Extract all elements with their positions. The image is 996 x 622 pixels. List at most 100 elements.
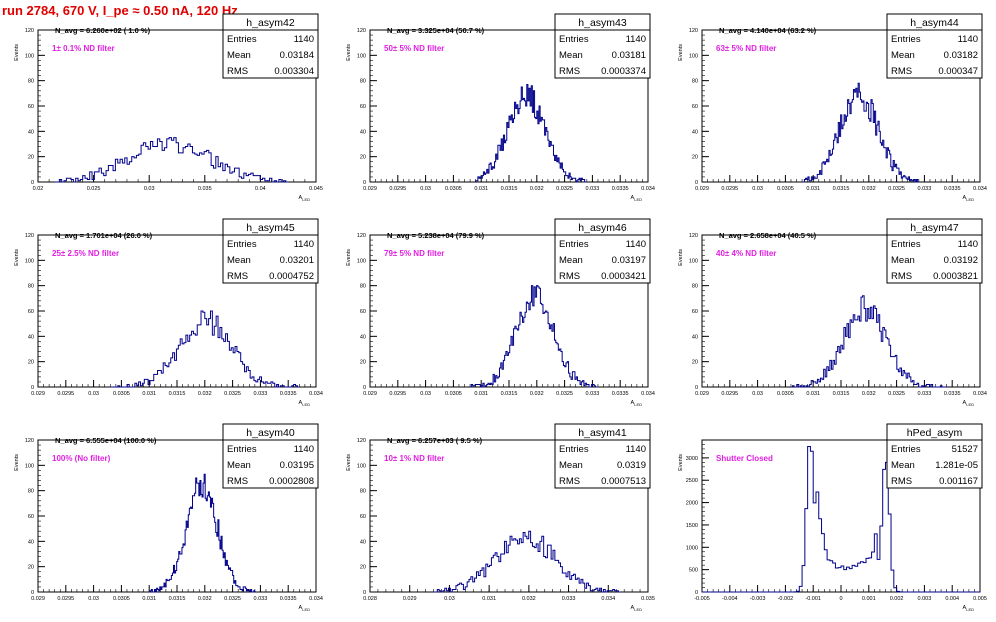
navg-label: N_avg = 6.260e+02 ( 1.0 %): [55, 26, 151, 35]
filter-label: 10± 1% ND filter: [384, 454, 444, 463]
histogram-panel: 0 20 40 60 80 100 120 0.029 0.0295 0.03 0.0305 0.03…: [678, 218, 987, 407]
filter-label: 1± 0.1% ND filter: [52, 44, 115, 53]
stat-label-rms: RMS: [227, 66, 248, 77]
x-axis-title: ALED: [631, 400, 643, 407]
x-tick-label: 0.029: [31, 391, 45, 397]
x-tick-label: 0.004: [945, 596, 959, 602]
x-tick-label: 0.032: [530, 186, 544, 192]
x-tick-label: 0.029: [363, 186, 377, 192]
stats-box: [886, 423, 983, 489]
navg-label: N_avg = 1.701e+04 (26.0 %): [55, 231, 153, 240]
y-axis-title: Events: [678, 249, 684, 266]
y-tick-label: 120: [25, 28, 34, 34]
y-tick-label: 0: [363, 590, 366, 596]
x-tick-label: 0.034: [641, 391, 655, 397]
x-tick-label: 0.04: [255, 186, 266, 192]
y-axis-title: Events: [14, 454, 20, 471]
histogram-panel: 0 20 40 60 80 100 120 0.02 0.025 0.03 0.035 0.04 0.0…: [14, 13, 323, 202]
y-tick-label: 20: [360, 360, 366, 366]
y-tick-label: 40: [28, 129, 34, 135]
x-tick-label: 0.031: [142, 391, 156, 397]
stat-value-entries: 1140: [958, 34, 978, 45]
x-tick-label: -0.001: [805, 596, 821, 602]
stat-label-entries: Entries: [559, 34, 589, 45]
x-tick-label: 0.032: [522, 596, 536, 602]
y-tick-label: 120: [25, 438, 34, 444]
stat-value-rms: 0.0007513: [601, 476, 646, 487]
y-tick-label: 20: [360, 155, 366, 161]
y-axis-title: Events: [678, 44, 684, 61]
y-tick-label: 80: [692, 284, 698, 290]
stat-label-rms: RMS: [559, 476, 580, 487]
histogram-name: hPed_asym: [907, 427, 963, 439]
y-tick-label: 40: [360, 334, 366, 340]
y-tick-label: 60: [360, 104, 366, 110]
y-tick-label: 60: [360, 309, 366, 315]
stat-label-mean: Mean: [227, 255, 251, 266]
y-tick-label: 60: [692, 104, 698, 110]
x-tick-label: -0.004: [722, 596, 738, 602]
x-tick-label: 0.0305: [445, 186, 462, 192]
x-tick-label: 0.045: [309, 186, 323, 192]
stat-value-rms: 0.0003821: [933, 271, 978, 282]
histogram-name: h_asym46: [578, 222, 627, 234]
x-tick-label: 0.031: [806, 186, 820, 192]
x-tick-label: 0.0295: [57, 391, 74, 397]
filter-label: 50± 5% ND filter: [384, 44, 444, 53]
x-tick-label: 0.0305: [777, 391, 794, 397]
stat-label-mean: Mean: [891, 255, 915, 266]
y-tick-label: 100: [689, 53, 698, 59]
y-tick-label: 0: [31, 590, 34, 596]
filter-label: Shutter Closed: [716, 454, 773, 463]
x-tick-label: 0.029: [403, 596, 417, 602]
y-tick-label: 40: [28, 334, 34, 340]
stat-label-rms: RMS: [891, 66, 912, 77]
y-tick-label: 1500: [686, 523, 698, 529]
x-axis-title: ALED: [299, 195, 311, 202]
y-tick-label: 40: [28, 539, 34, 545]
y-tick-label: 2000: [686, 501, 698, 507]
x-tick-label: 0.005: [973, 596, 987, 602]
stat-label-entries: Entries: [227, 444, 257, 455]
x-tick-label: 0.032: [862, 186, 876, 192]
x-axis-title: ALED: [299, 400, 311, 407]
x-tick-label: 0.003: [918, 596, 932, 602]
histogram-name: h_asym44: [910, 17, 959, 29]
y-axis-title: Events: [346, 44, 352, 61]
y-axis-title: Events: [14, 44, 20, 61]
stat-label-entries: Entries: [227, 239, 257, 250]
filter-label: 40± 4% ND filter: [716, 249, 776, 258]
y-tick-label: 40: [360, 129, 366, 135]
x-tick-label: 0.033: [254, 391, 268, 397]
x-tick-label: 0.034: [601, 596, 615, 602]
y-tick-label: 80: [692, 79, 698, 85]
stat-value-mean: 0.03197: [612, 255, 646, 266]
x-tick-label: 0.03: [420, 186, 431, 192]
x-tick-label: 0.0315: [169, 391, 186, 397]
x-tick-label: 0.0325: [888, 391, 905, 397]
x-tick-label: 0.035: [198, 186, 212, 192]
stat-label-entries: Entries: [559, 239, 589, 250]
y-tick-label: 2500: [686, 478, 698, 484]
stat-label-entries: Entries: [891, 34, 921, 45]
y-tick-label: 120: [357, 438, 366, 444]
y-tick-label: 120: [689, 28, 698, 34]
stat-value-entries: 1140: [626, 444, 646, 455]
stat-label-rms: RMS: [891, 476, 912, 487]
histogram-line: [54, 137, 289, 183]
y-tick-label: 100: [25, 258, 34, 264]
stat-value-entries: 1140: [958, 239, 978, 250]
y-tick-label: 120: [25, 233, 34, 239]
y-tick-label: 20: [692, 155, 698, 161]
stat-value-mean: 0.03192: [944, 255, 978, 266]
x-tick-label: 0.0315: [501, 186, 518, 192]
x-tick-label: 0.0325: [888, 186, 905, 192]
y-tick-label: 20: [692, 360, 698, 366]
stat-value-entries: 1140: [626, 239, 646, 250]
stat-value-mean: 0.0319: [617, 460, 646, 471]
stats-box: [554, 218, 651, 284]
y-tick-label: 60: [28, 104, 34, 110]
x-tick-label: -0.002: [778, 596, 794, 602]
x-tick-label: 0.031: [482, 596, 496, 602]
